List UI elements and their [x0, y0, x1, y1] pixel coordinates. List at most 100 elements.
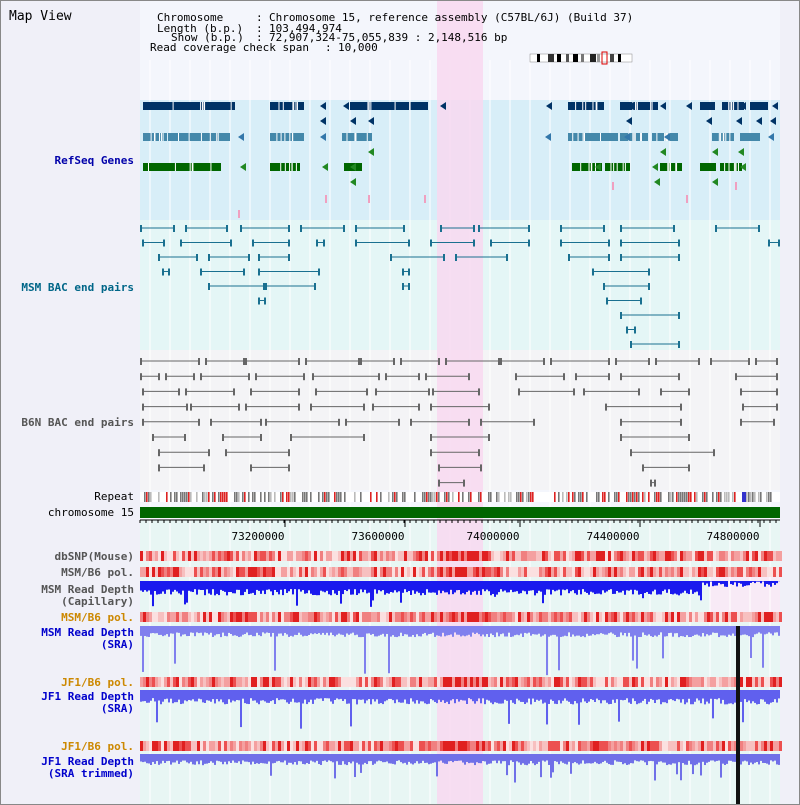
heat-cell: [683, 612, 686, 622]
heat-cell: [659, 741, 662, 751]
heat-cell: [734, 612, 737, 622]
heat-cell: [395, 677, 398, 687]
undefined: [736, 117, 742, 125]
heat-cell: [440, 567, 443, 577]
track-label-msm-bac[interactable]: MSM BAC end pairs: [21, 281, 134, 294]
heat-cell: [338, 567, 341, 577]
depth-bar: [268, 754, 270, 762]
repeat-element: [616, 492, 618, 502]
bac-end-right: [363, 403, 365, 411]
heat-cell: [323, 551, 326, 561]
heat-cell: [158, 677, 161, 687]
heat-cell: [680, 551, 683, 561]
depth-bar: [652, 690, 654, 700]
depth-bar: [340, 690, 342, 699]
track-label-chromosome[interactable]: chromosome 15: [47, 506, 134, 519]
bac-end-right: [288, 239, 290, 247]
depth-bar: [266, 626, 268, 633]
heat-cell: [563, 551, 566, 561]
heat-cell: [341, 741, 344, 751]
repeat-element: [578, 492, 580, 502]
heat-cell: [674, 551, 677, 561]
gene-exon-gap: [295, 163, 297, 171]
heat-cell: [557, 612, 560, 622]
heat-cell: [461, 612, 464, 622]
track-label-msm-b6-pol[interactable]: MSM/B6 pol.: [61, 566, 134, 579]
depth-bar: [204, 626, 206, 633]
depth-bar: [544, 754, 546, 762]
depth-bar: [510, 754, 512, 761]
heat-cell: [383, 677, 386, 687]
heat-cell: [212, 741, 215, 751]
depth-bar: [496, 581, 498, 595]
depth-bar: [618, 581, 620, 593]
track-label-msm-depth-sra[interactable]: MSM Read Depth (SRA): [41, 627, 134, 651]
gene-exon-gap: [725, 133, 727, 141]
heat-cell: [659, 677, 662, 687]
depth-bar: [398, 690, 400, 703]
depth-bar: [348, 581, 350, 590]
depth-bar: [270, 690, 272, 702]
track-label-msm-depth-capillary[interactable]: MSM Read Depth (Capillary): [41, 584, 134, 608]
depth-bar: [750, 690, 752, 704]
depth-bar: [742, 754, 744, 762]
heat-cell: [668, 741, 671, 751]
depth-bar: [442, 690, 444, 701]
track-label-jf1-b6-pol[interactable]: JF1/B6 pol.: [61, 676, 134, 689]
repeat-element: [562, 492, 564, 502]
highlight-region: [437, 0, 483, 805]
heat-cell: [260, 741, 263, 751]
heat-cell: [596, 567, 599, 577]
gene-tick-pink: [325, 195, 327, 203]
heat-cell: [311, 612, 314, 622]
depth-bar: [270, 754, 272, 776]
repeat-element: [380, 492, 382, 502]
track-label-refseq[interactable]: RefSeq Genes: [54, 154, 134, 167]
depth-bar: [450, 626, 452, 635]
heat-cell: [533, 567, 536, 577]
heat-cell: [530, 741, 533, 751]
track-label-msm-b6-pol-2[interactable]: MSM/B6 pol.: [61, 611, 134, 624]
heat-cell: [641, 677, 644, 687]
depth-bar: [562, 581, 564, 590]
depth-bar: [678, 754, 680, 763]
depth-bar: [508, 626, 510, 633]
depth-bar: [750, 754, 752, 763]
undefined: [706, 117, 712, 125]
depth-bar: [514, 626, 516, 636]
heat-cell: [449, 677, 452, 687]
depth-bar: [756, 626, 758, 634]
depth-bar: [582, 581, 584, 590]
depth-bar: [368, 754, 370, 762]
heat-cell: [773, 677, 776, 687]
repeat-element: [270, 492, 272, 502]
track-label-repeat[interactable]: Repeat: [94, 490, 134, 503]
depth-bar: [146, 626, 148, 637]
heat-cell: [275, 612, 278, 622]
track-label-jf1-depth-sra[interactable]: JF1 Read Depth (SRA): [41, 691, 134, 715]
track-label-jf1-depth-trimmed[interactable]: JF1 Read Depth (SRA trimmed): [41, 756, 134, 780]
heat-cell: [320, 551, 323, 561]
undefined: [440, 102, 446, 110]
heat-cell: [404, 567, 407, 577]
depth-bar: [610, 754, 612, 765]
heat-cell: [500, 677, 503, 687]
heat-cell: [461, 567, 464, 577]
depth-bar: [534, 626, 536, 635]
depth-bar: [446, 581, 448, 593]
track-label-b6n-bac[interactable]: B6N BAC end pairs: [21, 416, 134, 429]
depth-bar: [684, 626, 686, 638]
depth-bar: [146, 690, 148, 703]
heat-cell: [593, 567, 596, 577]
track-label-dbsnp[interactable]: dbSNP(Mouse): [54, 550, 134, 563]
depth-bar: [512, 690, 514, 703]
heat-cell: [710, 612, 713, 622]
repeat-element: [424, 492, 426, 502]
heat-cell: [167, 567, 170, 577]
track-label-jf1-b6-pol-2[interactable]: JF1/B6 pol.: [61, 740, 134, 753]
depth-bar: [642, 690, 644, 701]
depth-bar: [636, 754, 638, 762]
heat-cell: [479, 567, 482, 577]
